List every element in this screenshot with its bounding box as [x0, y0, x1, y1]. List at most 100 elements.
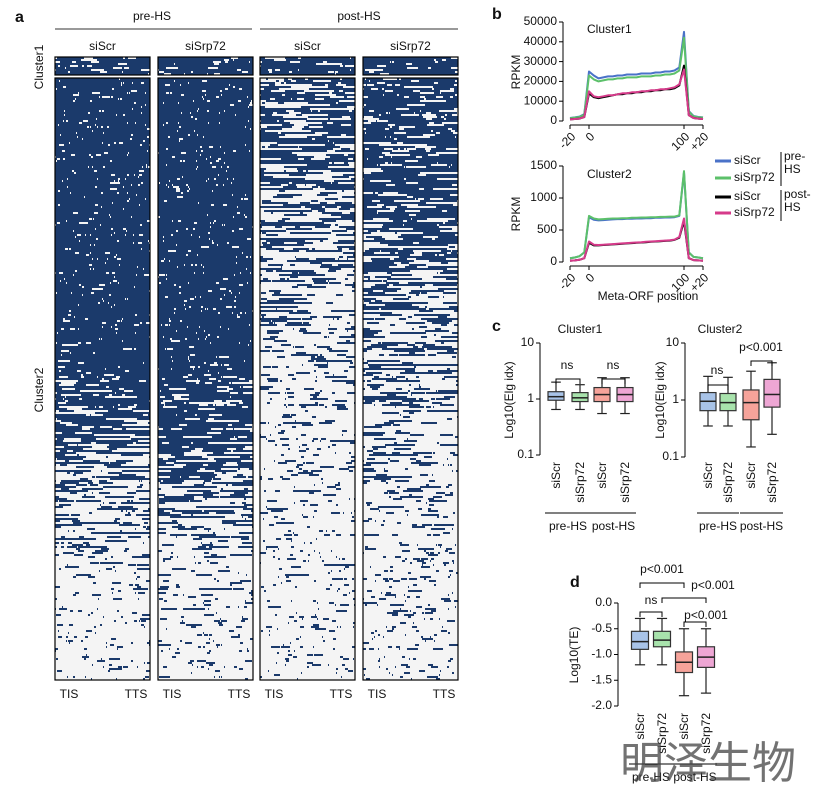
column-label: siSrp72: [185, 39, 226, 53]
cluster-label: Cluster2: [32, 367, 46, 412]
heatmap-rows: [260, 78, 355, 680]
heatmap-border: [54, 77, 151, 681]
heatmap-rows: [363, 57, 458, 75]
y-axis-label: RPKM: [509, 55, 523, 90]
y-tick-label: 10: [521, 335, 535, 349]
series-line: [569, 170, 704, 260]
heatmap-border: [259, 56, 356, 76]
x-tick-label: -20: [556, 270, 578, 292]
significance-label: p<0.001: [684, 608, 728, 622]
box: [652, 630, 672, 648]
y-tick-label: 0: [550, 113, 557, 127]
y-tick-label: 10: [666, 335, 680, 349]
series-line: [569, 36, 704, 120]
y-tick-label: 0: [550, 254, 557, 268]
y-tick-label: -1.5: [591, 672, 612, 686]
chart-title: Cluster2: [587, 167, 632, 181]
significance-bracket: [639, 611, 663, 617]
significance-bracket: [601, 378, 626, 384]
significance-bracket: [683, 621, 707, 627]
heatmap-rows: [55, 57, 150, 75]
y-tick-label: 0.1: [517, 447, 534, 461]
x-tick-label: siScr: [549, 462, 563, 489]
group-label: post-HS: [337, 9, 380, 23]
significance-bracket: [555, 378, 581, 384]
x-label: TIS: [265, 687, 284, 701]
y-axis-label: Log10(TE): [567, 627, 581, 684]
significance-label: p<0.001: [691, 578, 735, 592]
x-axis-label: Meta-ORF position: [598, 289, 699, 303]
panel-label: b: [492, 6, 502, 23]
significance-bracket: [707, 384, 729, 390]
significance-label: ns: [607, 358, 620, 372]
group-label: pre-HS: [699, 519, 737, 533]
group-label: post-HS: [592, 519, 635, 533]
x-tick-label: siSrp72: [573, 462, 587, 503]
heatmap-border: [362, 77, 459, 681]
heatmap-border: [157, 77, 254, 681]
x-tick-label: 0: [583, 270, 598, 285]
series-line: [569, 68, 704, 121]
legend-group-label: post-HS: [784, 188, 811, 214]
heatmap-border: [362, 56, 459, 76]
x-tick-label: siScr: [677, 713, 691, 740]
column-label: siSrp72: [390, 39, 431, 53]
y-tick-label: 20000: [524, 74, 558, 88]
x-label: TIS: [60, 687, 79, 701]
group-label: post-HS: [740, 519, 783, 533]
cluster-label: Cluster1: [32, 44, 46, 89]
x-tick-label: +20: [687, 129, 712, 154]
significance-label: ns: [561, 358, 574, 372]
group-label: post-HS: [673, 770, 716, 784]
x-label: TTS: [433, 687, 456, 701]
panel-label: d: [570, 574, 580, 591]
column-label: siScr: [89, 39, 116, 53]
chart-title: Cluster1: [558, 322, 603, 336]
legend-group: pre-HS: [784, 150, 805, 176]
significance-label: p<0.001: [640, 562, 684, 576]
watermark: 明泽生物: [620, 738, 796, 789]
y-tick-label: 500: [537, 222, 557, 236]
panel-label: a: [15, 9, 24, 26]
heatmap-rows: [158, 57, 253, 75]
legend-label: siSrp72: [734, 170, 775, 184]
y-tick-label: -0.5: [591, 621, 612, 635]
legend-label: siScr: [734, 153, 761, 167]
x-tick-label: -20: [556, 129, 578, 151]
x-label: TTS: [330, 687, 353, 701]
y-tick-label: 30000: [524, 54, 558, 68]
x-label: TTS: [125, 687, 148, 701]
significance-label: ns: [645, 593, 658, 607]
y-tick-label: 50000: [524, 14, 558, 28]
significance-bracket: [661, 597, 707, 603]
legend-label: siSrp72: [734, 205, 775, 219]
series-line: [569, 220, 704, 262]
legend-label: siScr: [734, 189, 761, 203]
heatmap-rows: [260, 57, 355, 75]
x-tick-label: siScr: [744, 462, 758, 489]
y-axis-label: Log10(Elg idx): [502, 361, 516, 438]
group-label: pre-HS: [133, 9, 171, 23]
y-axis-label: Log10(Elg idx): [653, 361, 667, 438]
heatmap-border: [54, 56, 151, 76]
legend-group: post-HS: [784, 188, 811, 214]
column-label: siScr: [294, 39, 321, 53]
x-tick-label: siSrp72: [765, 462, 779, 503]
x-label: TTS: [228, 687, 251, 701]
chart-title: Cluster1: [587, 22, 632, 36]
x-tick-label: siSrp72: [699, 713, 713, 754]
box: [630, 630, 650, 650]
significance-bracket: [750, 360, 773, 366]
group-label: pre-HS: [549, 519, 587, 533]
x-tick-label: siSrp72: [655, 713, 669, 754]
y-tick-label: 40000: [524, 34, 558, 48]
heatmap-rows: [158, 78, 253, 680]
box: [763, 378, 781, 408]
y-tick-label: 10000: [524, 93, 558, 107]
x-tick-label: siScr: [633, 713, 647, 740]
series-line: [569, 217, 704, 262]
x-tick-label: siScr: [595, 462, 609, 489]
y-tick-label: -1.0: [591, 647, 612, 661]
